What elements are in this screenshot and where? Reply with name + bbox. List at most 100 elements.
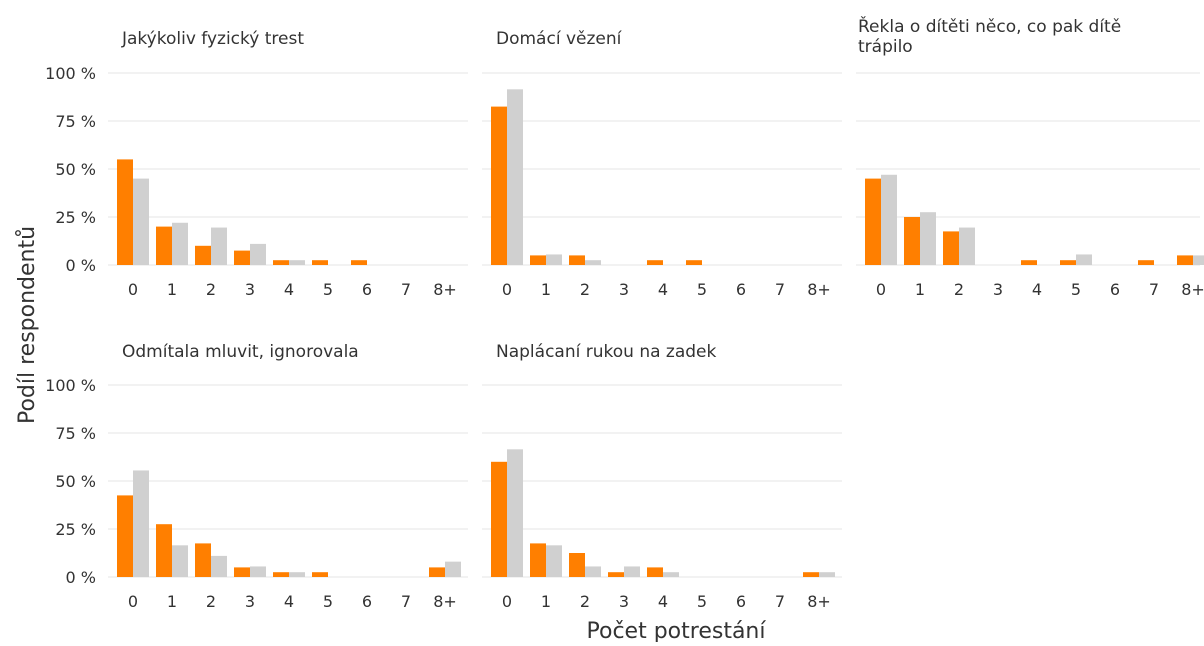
bar: [1138, 260, 1154, 265]
bar: [351, 260, 367, 265]
bar: [273, 260, 289, 265]
x-tick-label: 2: [580, 280, 590, 299]
x-tick-label: 4: [658, 592, 668, 611]
x-tick-label: 0: [502, 280, 512, 299]
x-tick-label: 7: [775, 280, 785, 299]
x-tick-label: 3: [245, 592, 255, 611]
x-axis-title: Počet potrestání: [587, 619, 767, 642]
bar: [445, 561, 461, 577]
bar: [881, 174, 897, 265]
bar: [289, 572, 305, 577]
x-tick-label: 6: [362, 592, 372, 611]
x-tick-label: 4: [658, 280, 668, 299]
x-tick-label: 8+: [1181, 280, 1204, 299]
bar: [507, 449, 523, 577]
x-tick-label: 1: [167, 592, 177, 611]
bar: [819, 572, 835, 577]
y-tick-label: 25 %: [55, 208, 96, 227]
bar: [1021, 260, 1037, 265]
y-tick-label: 100 %: [45, 376, 96, 395]
x-tick-label: 1: [541, 592, 551, 611]
y-tick-label: 0 %: [66, 568, 96, 587]
bar: [663, 572, 679, 577]
bar: [172, 222, 188, 265]
bar: [507, 89, 523, 265]
bar: [608, 572, 624, 577]
bar: [234, 567, 250, 577]
bar: [234, 250, 250, 265]
facet-title: Řekla o dítěti něco, co pak dítě trápilo: [858, 15, 1121, 57]
y-tick-label: 25 %: [55, 520, 96, 539]
bar: [1076, 254, 1092, 265]
facet-title: Naplácaní rukou na zadek: [496, 342, 716, 362]
bar: [211, 555, 227, 577]
y-tick-label: 50 %: [55, 160, 96, 179]
x-tick-label: 3: [993, 280, 1003, 299]
bar: [172, 545, 188, 577]
bar: [803, 572, 819, 577]
bar: [250, 566, 266, 577]
x-tick-label: 1: [541, 280, 551, 299]
bar: [250, 243, 266, 265]
x-tick-label: 1: [167, 280, 177, 299]
bar: [429, 567, 445, 577]
bar: [585, 566, 601, 577]
x-tick-label: 5: [697, 280, 707, 299]
bar: [530, 255, 546, 265]
bar: [569, 553, 585, 577]
bar: [686, 260, 702, 265]
bar: [647, 567, 663, 577]
facet-title: Odmítala mluvit, ignorovala: [122, 342, 359, 362]
bar: [943, 231, 959, 265]
bar: [195, 543, 211, 577]
bar: [312, 260, 328, 265]
x-tick-label: 5: [697, 592, 707, 611]
bar: [211, 227, 227, 265]
x-tick-label: 6: [362, 280, 372, 299]
bar: [195, 245, 211, 265]
facet-panel: Naplácaní rukou na zadek 0 1 2 3 4 5 6 7 8+: [482, 342, 842, 611]
x-tick-label: 8+: [433, 592, 457, 611]
x-tick-label: 0: [502, 592, 512, 611]
x-tick-label: 5: [323, 592, 333, 611]
x-tick-label: 6: [736, 280, 746, 299]
bar: [569, 255, 585, 265]
bar: [133, 178, 149, 265]
facet-panel: Domácí vězení 0 1 2 3 4 5 6 7 8+: [482, 29, 842, 299]
x-tick-label: 3: [245, 280, 255, 299]
x-tick-label: 5: [323, 280, 333, 299]
bar: [289, 260, 305, 265]
x-tick-label: 1: [915, 280, 925, 299]
bar: [491, 106, 507, 265]
x-tick-label: 7: [401, 592, 411, 611]
bar: [491, 461, 507, 577]
y-axis-title: Podíl respondentů: [15, 226, 40, 424]
bar: [647, 260, 663, 265]
x-tick-label: 7: [775, 592, 785, 611]
y-tick-label: 100 %: [45, 64, 96, 83]
x-tick-label: 6: [736, 592, 746, 611]
y-tick-label: 75 %: [55, 112, 96, 131]
bar: [530, 543, 546, 577]
y-tick-label: 75 %: [55, 424, 96, 443]
x-tick-label: 8+: [433, 280, 457, 299]
bar: [1060, 260, 1076, 265]
bar: [546, 254, 562, 265]
bar: [273, 572, 289, 577]
bar: [117, 159, 133, 265]
bar: [117, 495, 133, 577]
bar: [133, 470, 149, 577]
bar: [959, 227, 975, 265]
x-tick-label: 8+: [807, 592, 831, 611]
x-tick-label: 4: [284, 592, 294, 611]
bar: [546, 545, 562, 577]
x-tick-label: 7: [401, 280, 411, 299]
x-tick-label: 2: [954, 280, 964, 299]
bar: [1177, 255, 1193, 265]
bar: [624, 566, 640, 577]
x-tick-label: 2: [206, 280, 216, 299]
